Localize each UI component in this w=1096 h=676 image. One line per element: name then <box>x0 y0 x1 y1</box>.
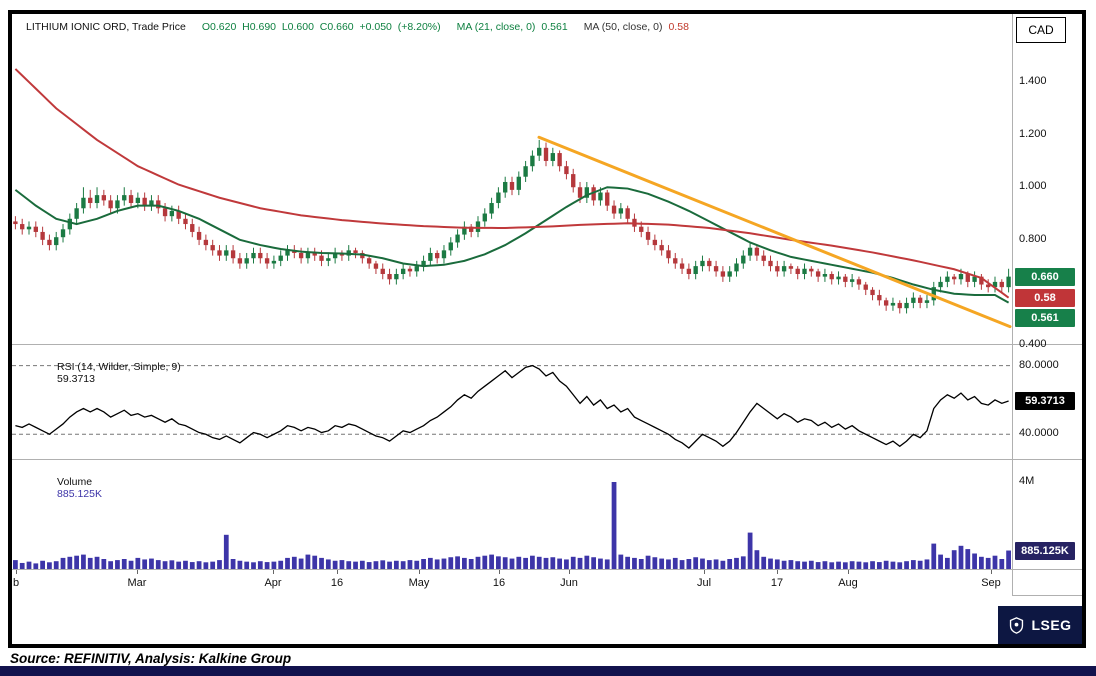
price-axis-tick: 1.400 <box>1019 75 1047 88</box>
ma21-value: 0.561 <box>541 21 568 33</box>
x-tick-label: Jun <box>560 577 578 589</box>
x-tick-label: Apr <box>264 577 282 589</box>
price-legend: LITHIUM IONIC ORD, Trade Price O0.620 H0… <box>12 14 1012 40</box>
ma21-line <box>14 186 1010 304</box>
rsi-pane[interactable]: RSI (14, Wilder, Simple, 9) 59.3713 <box>12 345 1012 460</box>
pane-separator <box>1013 459 1082 460</box>
rsi-band-label: 80.0000 <box>1019 358 1059 371</box>
x-tick-mark <box>848 570 849 574</box>
x-tick-label: Jul <box>696 577 712 589</box>
volume-gridline-label: 4M <box>1019 475 1035 487</box>
price-chart-canvas[interactable] <box>12 40 1012 345</box>
bottom-navy-strip <box>0 666 1096 676</box>
volume-legend: Volume 885.125K <box>22 464 102 512</box>
x-tick-label: Mar <box>127 577 147 589</box>
x-tick-label: Aug <box>838 577 858 589</box>
rsi-line <box>15 364 1009 449</box>
currency-axis-label: CAD <box>1016 17 1066 43</box>
x-axis: b Mar Apr 16 May 16 Jun Jul 17 Aug Sep <box>12 570 1012 596</box>
x-tick-mark <box>499 570 500 574</box>
source-attribution: Source: REFINITIV, Analysis: Kalkine Gro… <box>10 651 292 666</box>
ma50-badge: 0.58 <box>1015 288 1075 307</box>
volume-value: 885.125K <box>57 488 102 500</box>
x-tick-label: 16 <box>492 577 506 589</box>
x-tick-mark <box>991 570 992 574</box>
downtrend-line <box>537 135 1012 329</box>
price-axis-column: CAD 1.400 1.200 1.000 0.800 0.400 0.660 0.58 0.… <box>1012 14 1082 596</box>
price-axis-tick: 1.200 <box>1019 127 1047 140</box>
lseg-crest-icon <box>1008 616 1025 634</box>
rsi-legend: RSI (14, Wilder, Simple, 9) 59.3713 <box>22 349 189 397</box>
x-tick-label: May <box>408 577 430 589</box>
last-price-badge: 0.660 <box>1015 267 1075 286</box>
lseg-logo-text: LSEG <box>1031 617 1072 633</box>
pane-separator <box>1013 595 1082 596</box>
x-tick-mark <box>704 570 705 574</box>
ma21-badge: 0.561 <box>1015 308 1075 327</box>
chart-main-row: LITHIUM IONIC ORD, Trade Price O0.620 H0… <box>12 14 1082 596</box>
rsi-band-label: 40.0000 <box>1019 427 1059 440</box>
price-axis-tick: 0.400 <box>1019 338 1047 350</box>
frame-bottom-strip: LSEG <box>12 596 1082 644</box>
price-pane[interactable] <box>12 40 1012 345</box>
volume-label: Volume <box>57 476 93 488</box>
lseg-logo: LSEG <box>998 606 1082 644</box>
x-tick-mark <box>137 570 138 574</box>
chart-frame: LITHIUM IONIC ORD, Trade Price O0.620 H0… <box>8 10 1086 648</box>
x-tick-label: 17 <box>770 577 784 589</box>
ohlc-values: O0.620 H0.690 L0.600 C0.660 +0.050 (+8.2… <box>201 21 441 33</box>
price-axis-tick: 1.000 <box>1019 180 1047 193</box>
x-tick-label: 16 <box>330 577 344 589</box>
pane-separator <box>1013 344 1082 345</box>
volume-pane[interactable]: Volume 885.125K <box>12 460 1012 570</box>
rsi-value: 59.3713 <box>57 373 95 385</box>
ma50-label: MA (50, close, 0) <box>583 21 663 33</box>
x-tick-label: Sep <box>981 577 1001 589</box>
pane-separator <box>1013 569 1082 570</box>
ma21-label: MA (21, close, 0) <box>456 21 536 33</box>
volume-bars <box>13 482 1011 569</box>
volume-badge: 885.125K <box>1015 541 1075 560</box>
x-tick-mark <box>419 570 420 574</box>
rsi-chart-canvas[interactable] <box>12 345 1012 460</box>
x-tick-mark <box>16 570 17 574</box>
candlesticks <box>13 139 1011 314</box>
plot-column: LITHIUM IONIC ORD, Trade Price O0.620 H0… <box>12 14 1012 596</box>
rsi-label: RSI (14, Wilder, Simple, 9) <box>57 361 181 373</box>
x-tick-mark <box>777 570 778 574</box>
rsi-badge: 59.3713 <box>1015 392 1075 410</box>
price-axis-tick: 0.800 <box>1019 232 1047 245</box>
symbol-name: LITHIUM IONIC ORD, Trade Price <box>26 21 186 33</box>
ma50-value: 0.58 <box>668 21 689 33</box>
x-tick-mark <box>273 570 274 574</box>
volume-chart-canvas[interactable] <box>12 460 1012 570</box>
x-tick-label: b <box>12 577 20 589</box>
x-tick-mark <box>337 570 338 574</box>
ma50-line <box>14 68 1010 299</box>
x-tick-mark <box>569 570 570 574</box>
